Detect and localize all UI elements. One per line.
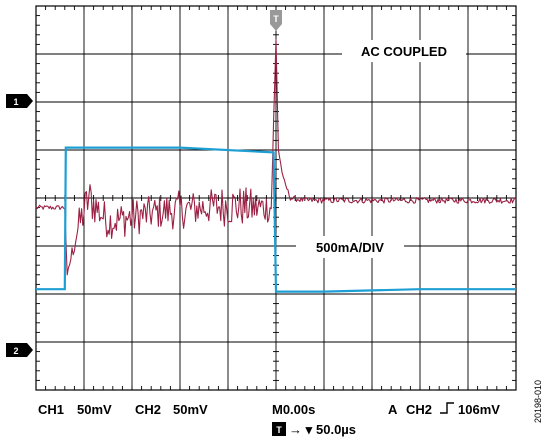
- trigger-icon-letter: T: [276, 425, 282, 435]
- ac-coupled-label: AC COUPLED: [361, 44, 447, 59]
- current-scale-box: [296, 236, 404, 258]
- trigger-prefix: A: [388, 402, 398, 417]
- timebase: M0.00s: [272, 402, 315, 417]
- ch1-trace: [35, 39, 517, 276]
- svg-text:1: 1: [13, 97, 18, 107]
- rising-edge-icon: [440, 402, 454, 414]
- trigger-level: 106mV: [458, 402, 500, 417]
- readout: CH1 50mV CH2 50mV M0.00s A CH2 106mV T →…: [38, 402, 500, 437]
- ch2-marker: 2: [6, 343, 33, 357]
- trigger-channel: CH2: [406, 402, 432, 417]
- ch2-label: CH2: [135, 402, 161, 417]
- ch1-marker: 1: [6, 94, 33, 108]
- ch1-label: CH1: [38, 402, 64, 417]
- trigger-position: 50.0µs: [316, 422, 356, 437]
- ch2-trace: [36, 146, 516, 293]
- svg-text:T: T: [273, 14, 279, 24]
- ch1-scale: 50mV: [77, 402, 112, 417]
- ac-coupled-box: [342, 40, 466, 62]
- ch2-scale: 50mV: [173, 402, 208, 417]
- traces: [35, 39, 517, 293]
- trigger-position-marker: T: [270, 10, 282, 31]
- trigger-icon: [272, 422, 286, 436]
- figure-id: 20198-010: [533, 380, 543, 423]
- current-scale-label: 500mA/DIV: [316, 240, 384, 255]
- trigger-arrows: → ▾: [289, 422, 313, 437]
- svg-text:2: 2: [13, 346, 18, 356]
